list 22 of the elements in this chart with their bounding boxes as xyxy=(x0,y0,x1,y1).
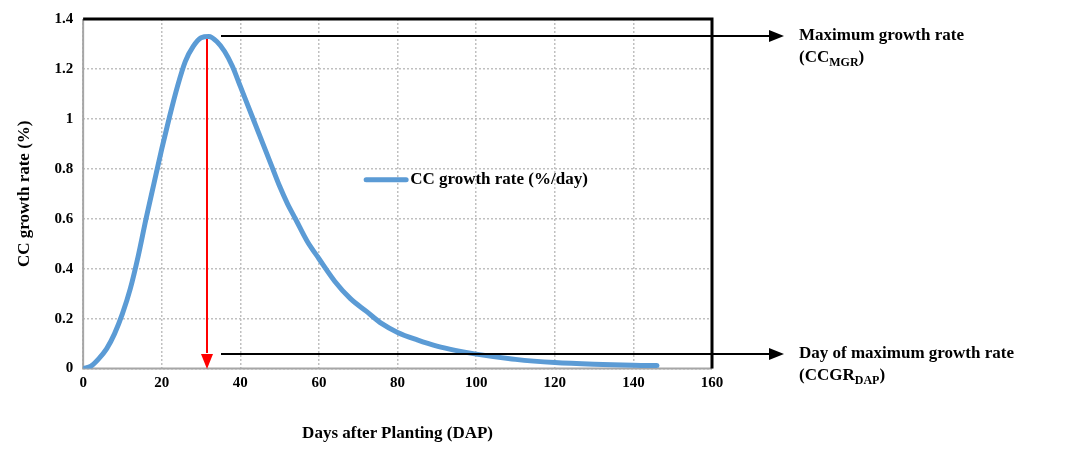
x-tick-label: 80 xyxy=(390,374,406,391)
y-tick-label: 0.6 xyxy=(54,209,74,226)
y-tick-label: 1 xyxy=(65,109,74,126)
legend-label: CC growth rate (%/day) xyxy=(410,169,588,189)
y-tick-label: 0.8 xyxy=(54,159,74,176)
y-tick-label: 0.2 xyxy=(54,309,74,326)
x-tick-label: 120 xyxy=(543,374,567,391)
ref-line-label: Maximum growth rate (CC$_{MGR}$) xyxy=(799,24,964,72)
y-axis-title: CC growth rate (%) xyxy=(13,120,33,268)
y-tick-label: 0 xyxy=(65,359,74,376)
ref-line-label: Day of maximum growth rate (CCGR$_{DAP}$) xyxy=(799,341,1014,389)
x-axis-title: Days after Planting (DAP) xyxy=(302,423,494,443)
x-tick-label: 100 xyxy=(464,374,488,391)
x-tick-label: 160 xyxy=(700,374,724,391)
y-tick-label: 1.2 xyxy=(54,59,74,76)
x-tick-label: 40 xyxy=(232,374,248,391)
x-tick-label: 20 xyxy=(154,374,170,391)
x-tick-label: 140 xyxy=(622,374,645,391)
y-tick-label: 1.4 xyxy=(54,9,74,26)
x-tick-label: 60 xyxy=(311,374,327,391)
y-tick-label: 0.4 xyxy=(54,259,74,276)
x-tick-label: 0 xyxy=(79,374,87,391)
